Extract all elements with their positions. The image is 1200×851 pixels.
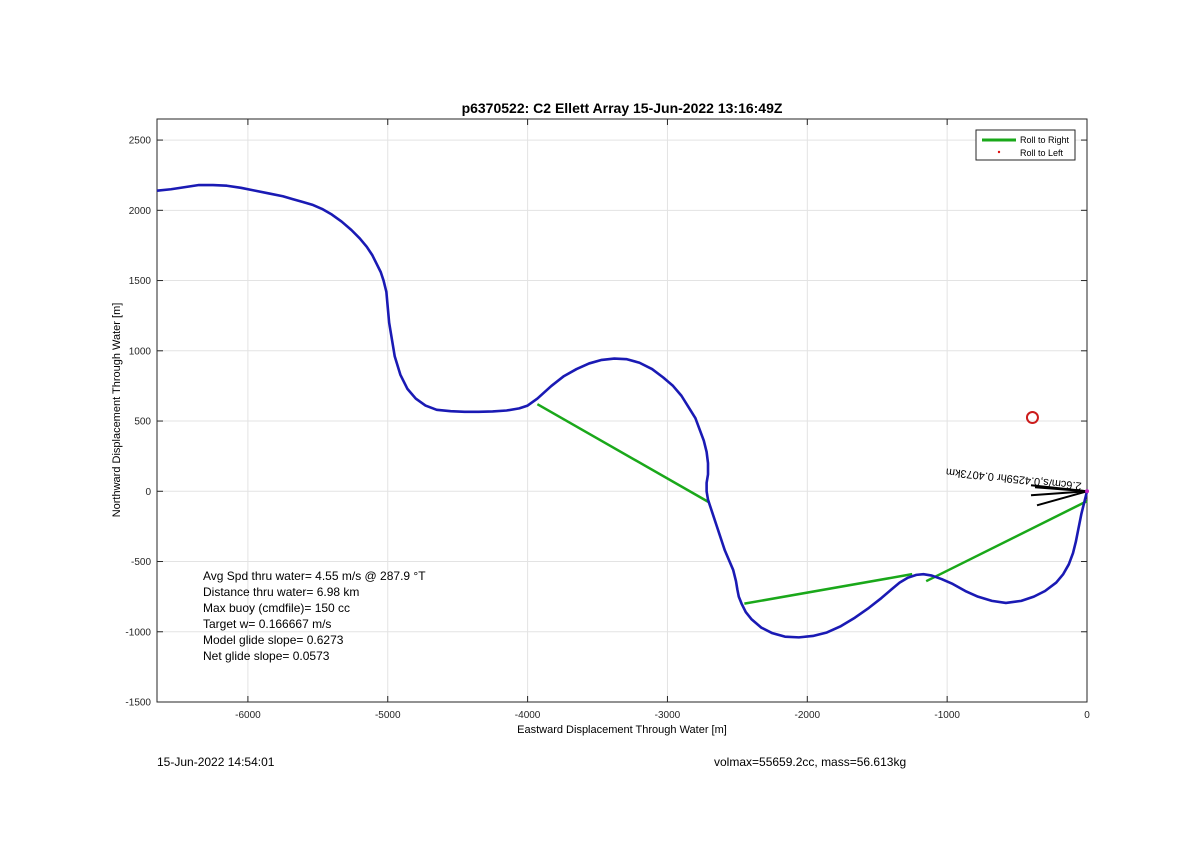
annotation-line: Avg Spd thru water= 4.55 m/s @ 287.9 °T: [203, 569, 426, 583]
y-tick-label: -1500: [125, 698, 151, 709]
current-vector-label: 2.6cm/s,0.4259hr 0.4073km: [945, 465, 1082, 491]
chart-title: p6370522: C2 Ellett Array 15-Jun-2022 13…: [462, 100, 783, 116]
y-tick-label: 1000: [129, 346, 152, 357]
y-tick-label: 2500: [129, 136, 152, 147]
x-tick-label: -3000: [655, 710, 681, 721]
y-tick-label: -1000: [125, 627, 151, 638]
plot-area: [156, 118, 1088, 703]
axis-ticks: -6000 -5000 -4000 -3000 -2000 -1000 0-1500-100…: [125, 119, 1090, 721]
legend-swatch-roll-left: [997, 150, 1001, 154]
x-tick-label: -1000: [934, 710, 960, 721]
grid: [157, 119, 1088, 703]
annotation-line: Target w= 0.166667 m/s: [203, 617, 331, 631]
x-tick-label: -6000: [235, 710, 261, 721]
annotation-line: Model glide slope= 0.6273: [203, 633, 344, 647]
y-tick-label: -500: [131, 557, 151, 568]
roll-right-segment: [536, 403, 711, 504]
footer-timestamp: 15-Jun-2022 14:54:01: [157, 755, 275, 769]
current-vector-line: [1030, 490, 1088, 497]
legend: Roll to Right Roll to Left: [975, 129, 1076, 161]
y-tick-label: 500: [134, 417, 151, 428]
current-vector-line: [1034, 486, 1088, 493]
x-axis-label: Eastward Displacement Through Water [m]: [517, 724, 727, 736]
legend-label-roll-right: Roll to Right: [1020, 135, 1070, 145]
legend-box: [975, 129, 1076, 161]
glider-track-line: [156, 183, 1089, 639]
legend-label-roll-left: Roll to Left: [1020, 148, 1064, 158]
series-layer: 2.6cm/s,0.4259hr 0.4073km: [156, 183, 1089, 639]
roll-right-segment: [925, 499, 1088, 583]
origin-marker: [1085, 489, 1089, 494]
annotation-line: Distance thru water= 6.98 km: [203, 585, 359, 599]
y-tick-label: 0: [145, 487, 151, 498]
x-tick-label: -4000: [515, 710, 541, 721]
annotation-line: Net glide slope= 0.0573: [203, 649, 330, 663]
target-marker: [1025, 411, 1039, 425]
x-tick-label: -2000: [795, 710, 821, 721]
roll-right-segment: [744, 572, 913, 605]
y-axis-label: Northward Displacement Through Water [m]: [111, 303, 123, 518]
x-tick-label: 0: [1084, 710, 1090, 721]
y-tick-label: 2000: [129, 206, 152, 217]
current-vector-line: [1036, 490, 1088, 507]
annotation-block: Avg Spd thru water= 4.55 m/s @ 287.9 °T D…: [203, 569, 426, 663]
y-tick-label: 1500: [129, 276, 152, 287]
annotation-line: Max buoy (cmdfile)= 150 cc: [203, 601, 350, 615]
x-tick-label: -5000: [375, 710, 401, 721]
footer-mass-info: volmax=55659.2cc, mass=56.613kg: [714, 755, 907, 769]
